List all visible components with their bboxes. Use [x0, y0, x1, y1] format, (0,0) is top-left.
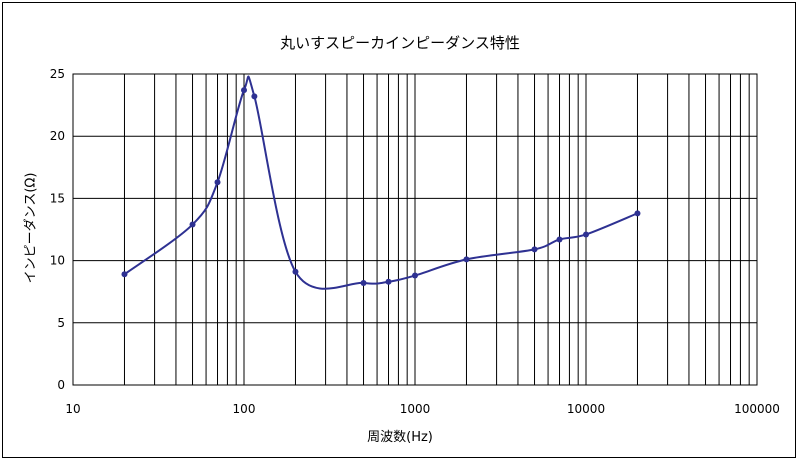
data-point [463, 256, 470, 263]
y-tick-label: 20 [50, 129, 65, 143]
data-point [531, 246, 538, 253]
x-tick-label: 100000 [734, 402, 780, 416]
series-group [121, 75, 641, 290]
data-point [412, 272, 418, 279]
data-point [214, 179, 221, 186]
data-point [189, 221, 196, 228]
y-tick-label: 25 [50, 67, 65, 81]
data-point [121, 271, 128, 278]
y-axis-label: インピーダンス(Ω) [23, 172, 39, 284]
data-point [634, 210, 641, 217]
y-tick-label: 5 [57, 316, 65, 330]
tick-labels: 0 5 10 15 20 25 10 100 1000 10000 100000 [50, 67, 780, 416]
x-axis-label: 周波数(Hz) [367, 430, 433, 445]
data-point [292, 268, 299, 275]
x-tick-label: 1000 [400, 402, 431, 416]
data-point [241, 87, 247, 94]
data-point [360, 279, 367, 286]
data-point [583, 231, 589, 238]
y-tick-label: 0 [57, 378, 65, 392]
x-tick-label: 10 [65, 402, 80, 416]
y-tick-label: 15 [50, 191, 65, 205]
x-tick-label: 100 [233, 402, 256, 416]
y-tick-label: 10 [50, 254, 65, 268]
data-point [556, 236, 563, 243]
data-point [251, 93, 258, 100]
data-point [385, 278, 392, 285]
chart-title: 丸いすスピーカインピーダンス特性 [280, 34, 520, 52]
grid-lines [73, 73, 757, 385]
x-tick-label: 10000 [567, 402, 605, 416]
